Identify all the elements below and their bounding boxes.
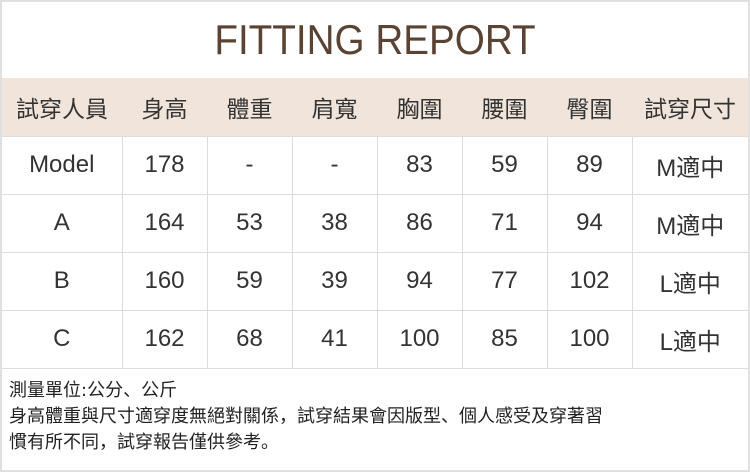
table-cell: 71 <box>461 193 548 253</box>
table-cell: 68 <box>206 309 293 369</box>
table-cell: M適中 <box>631 135 748 195</box>
column-header: 胸圍 <box>377 78 462 136</box>
table-cell: 41 <box>291 309 378 369</box>
table-row: C 162 68 41 100 85 100 L適中 <box>2 309 748 369</box>
table-cell: 178 <box>121 135 208 195</box>
notes: 測量單位:公分、公斤 身高體重與尺寸適穿度無絕對關係，試穿結果會因版型、個人感受… <box>9 378 603 456</box>
table-cell: 94 <box>376 251 463 311</box>
table-cell: 77 <box>461 251 548 311</box>
table-cell: 100 <box>376 309 463 369</box>
fitting-table: 試穿人員 身高 體重 肩寬 胸圍 腰圍 臀圍 試穿尺寸 Model 178- -83 59 89 M適中… <box>2 78 748 369</box>
page-title: FITTING REPORT <box>214 16 536 63</box>
note-line: 慣有所不同，試穿報告僅供參考。 <box>9 432 279 453</box>
table-cell: L適中 <box>631 251 748 311</box>
column-header: 體重 <box>207 78 292 136</box>
table-cell: 164 <box>121 193 208 253</box>
table-cell: A <box>2 193 123 253</box>
table-cell: 83 <box>376 135 463 195</box>
table-cell: 162 <box>121 309 208 369</box>
note-line: 測量單位:公分、公斤 <box>9 380 178 401</box>
note-line: 身高體重與尺寸適穿度無絕對關係，試穿結果會因版型、個人感受及穿著習 <box>9 406 603 427</box>
table-cell: M適中 <box>631 193 748 253</box>
column-header: 身高 <box>122 78 207 136</box>
column-header: 臀圍 <box>547 78 632 136</box>
table-row: Model 178- -83 59 89 M適中 <box>2 135 748 195</box>
table-row: A 164 53 38 86 71 94 M適中 <box>2 193 748 253</box>
table-row: B 160 59 39 94 77 102 L適中 <box>2 251 748 311</box>
table-cell: 38 <box>291 193 378 253</box>
table-cell: 59 <box>461 135 548 195</box>
table-cell: 59 <box>206 251 293 311</box>
table-cell: 53 <box>206 193 293 253</box>
column-header: 試穿尺寸 <box>632 78 748 136</box>
table-cell: 160 <box>121 251 208 311</box>
column-header: 腰圍 <box>462 78 547 136</box>
table-cell: 102 <box>546 251 633 311</box>
column-header: 試穿人員 <box>2 78 122 136</box>
table-cell: - <box>291 135 378 195</box>
table-cell: 86 <box>376 193 463 253</box>
table-cell: B <box>2 251 123 311</box>
table-cell: 94 <box>546 193 633 253</box>
table-cell: 85 <box>461 309 548 369</box>
table-cell: 39 <box>291 251 378 311</box>
table-cell: - <box>206 135 293 195</box>
table-cell: 100 <box>546 309 633 369</box>
table-cell: L適中 <box>631 309 748 369</box>
table-cell: 89 <box>546 135 633 195</box>
table-cell: C <box>2 309 123 369</box>
column-header: 肩寬 <box>292 78 377 136</box>
header-row: 試穿人員 身高 體重 肩寬 胸圍 腰圍 臀圍 試穿尺寸 <box>2 78 748 136</box>
table-cell: Model <box>2 135 123 195</box>
